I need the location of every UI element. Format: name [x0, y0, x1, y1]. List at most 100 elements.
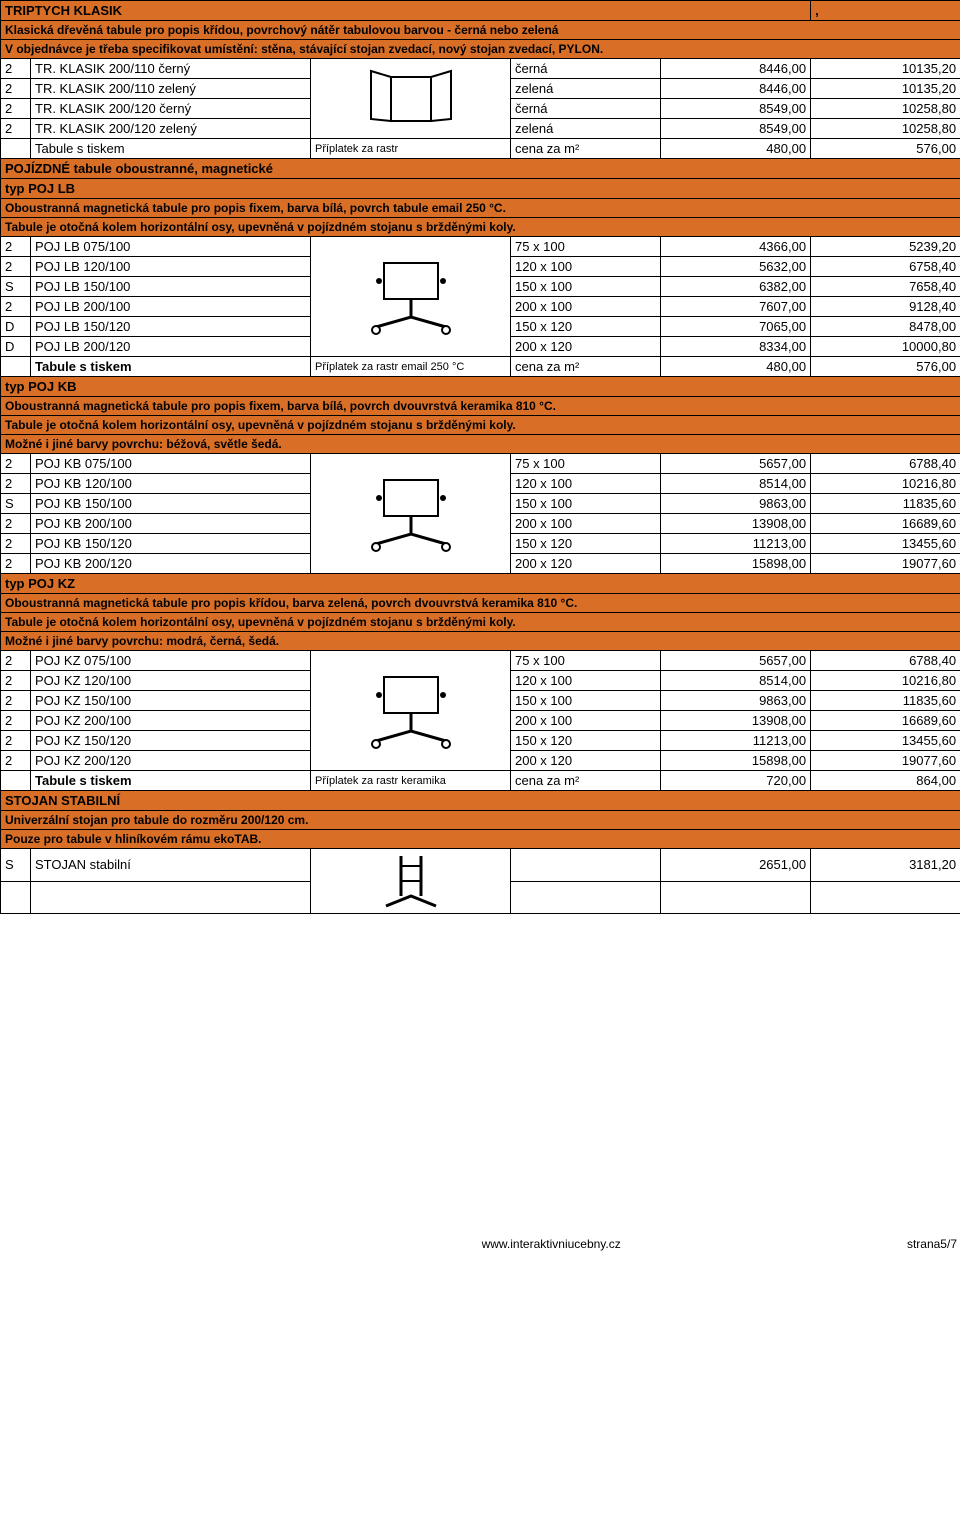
stand-icon — [376, 851, 446, 911]
price2-cell: 13455,60 — [811, 534, 960, 554]
sur-l3: cena za m² — [511, 771, 661, 791]
name-cell: TR. KLASIK 200/120 zelený — [31, 119, 311, 139]
footer-url: www.interaktivniucebny.cz — [318, 1236, 784, 1252]
price1-cell: 11213,00 — [661, 731, 811, 751]
name-cell: POJ KZ 075/100 — [31, 651, 311, 671]
price2-cell: 6788,40 — [811, 454, 960, 474]
code-cell: S — [1, 494, 31, 514]
code-cell: 2 — [1, 751, 31, 771]
name-cell: POJ KZ 200/120 — [31, 751, 311, 771]
dim-cell: 150 x 120 — [511, 534, 661, 554]
price1-cell: 8334,00 — [661, 337, 811, 357]
product-row: 2POJ LB 075/10075 x 1004366,005239,20 — [1, 237, 960, 257]
price1-cell: 2651,00 — [661, 849, 811, 882]
sec3-sub: typ POJ KB — [1, 377, 960, 397]
sur-p1: 480,00 — [661, 357, 811, 377]
sec2-d2: Tabule je otočná kolem horizontální osy,… — [1, 218, 960, 237]
code-cell: 2 — [1, 711, 31, 731]
code-cell: 2 — [1, 474, 31, 494]
triptych-icon — [356, 69, 466, 129]
dim-cell: 200 x 120 — [511, 751, 661, 771]
price1-cell: 7065,00 — [661, 317, 811, 337]
name-cell: POJ LB 200/120 — [31, 337, 311, 357]
price-document: TRIPTYCH KLASIK,Klasická dřevěná tabule … — [0, 0, 960, 914]
code-cell: 2 — [1, 454, 31, 474]
dim-cell — [511, 849, 661, 882]
price1-cell: 4366,00 — [661, 237, 811, 257]
sec1-icon-cell — [311, 59, 511, 139]
price2-cell: 8478,00 — [811, 317, 960, 337]
sur-l1: Tabule s tiskem — [31, 357, 311, 377]
code-cell: 2 — [1, 59, 31, 79]
dim-cell: 75 x 100 — [511, 454, 661, 474]
price1-cell: 8446,00 — [661, 59, 811, 79]
price1-cell: 8446,00 — [661, 79, 811, 99]
name-cell: POJ KB 200/100 — [31, 514, 311, 534]
sur-p2: 864,00 — [811, 771, 960, 791]
name-cell: POJ KZ 200/100 — [31, 711, 311, 731]
dim-cell: 75 x 100 — [511, 651, 661, 671]
sec3-d1: Oboustranná magnetická tabule pro popis … — [1, 397, 960, 416]
page-footer: www.interaktivniucebny.cz strana5/7 — [0, 1234, 960, 1254]
dim-cell: 120 x 100 — [511, 257, 661, 277]
surcharge-row: Tabule s tiskemPříplatek za rastr kerami… — [1, 771, 960, 791]
price1-cell: 5657,00 — [661, 454, 811, 474]
code-cell: 2 — [1, 119, 31, 139]
code-cell: D — [1, 337, 31, 357]
price1-cell: 8549,00 — [661, 119, 811, 139]
price2-cell: 6788,40 — [811, 651, 960, 671]
sec5-d2: Pouze pro tabule v hliníkovém rámu ekoTA… — [1, 830, 960, 849]
code-cell: 2 — [1, 257, 31, 277]
price1-cell: 13908,00 — [661, 711, 811, 731]
price2-cell: 13455,60 — [811, 731, 960, 751]
sec2-d1: Oboustranná magnetická tabule pro popis … — [1, 199, 960, 218]
sur-l1: Tabule s tiskem — [31, 771, 311, 791]
name-cell: TR. KLASIK 200/120 černý — [31, 99, 311, 119]
color-cell: černá — [511, 99, 661, 119]
code-cell: 2 — [1, 297, 31, 317]
dim-cell: 200 x 100 — [511, 514, 661, 534]
code-cell: S — [1, 849, 31, 882]
sur-l3: cena za m² — [511, 357, 661, 377]
name-cell: POJ LB 075/100 — [31, 237, 311, 257]
price1-cell: 8514,00 — [661, 671, 811, 691]
price2-cell: 10000,80 — [811, 337, 960, 357]
dim-cell: 120 x 100 — [511, 474, 661, 494]
dim-cell: 150 x 100 — [511, 691, 661, 711]
dim-cell: 150 x 100 — [511, 494, 661, 514]
price2-cell: 10216,80 — [811, 671, 960, 691]
price2-cell: 10135,20 — [811, 79, 960, 99]
dim-cell: 200 x 120 — [511, 554, 661, 574]
price2-cell: 19077,60 — [811, 554, 960, 574]
code-cell: 2 — [1, 99, 31, 119]
price2-cell: 10258,80 — [811, 99, 960, 119]
sur-l1: Tabule s tiskem — [31, 139, 311, 159]
code-cell: 2 — [1, 671, 31, 691]
price2-cell: 3181,20 — [811, 849, 960, 882]
name-cell: POJ KZ 150/120 — [31, 731, 311, 751]
name-cell: POJ LB 120/100 — [31, 257, 311, 277]
price2-cell: 11835,60 — [811, 691, 960, 711]
price1-cell: 15898,00 — [661, 554, 811, 574]
name-cell: TR. KLASIK 200/110 černý — [31, 59, 311, 79]
sur-l3: cena za m² — [511, 139, 661, 159]
price2-cell: 7658,40 — [811, 277, 960, 297]
code-cell: 2 — [1, 237, 31, 257]
dim-cell: 200 x 100 — [511, 711, 661, 731]
mobile-board-icon — [356, 671, 466, 751]
code-cell: 2 — [1, 79, 31, 99]
color-cell: zelená — [511, 79, 661, 99]
sec4-icon-cell — [311, 651, 511, 771]
name-cell: POJ KB 120/100 — [31, 474, 311, 494]
dim-cell: 120 x 100 — [511, 671, 661, 691]
price1-cell: 13908,00 — [661, 514, 811, 534]
sec3-icon-cell — [311, 454, 511, 574]
sec3-d3: Možné i jiné barvy povrchu: béžová, svět… — [1, 435, 960, 454]
price2-cell: 6758,40 — [811, 257, 960, 277]
price1-cell: 6382,00 — [661, 277, 811, 297]
price1-cell: 8514,00 — [661, 474, 811, 494]
name-cell: STOJAN stabilní — [31, 849, 311, 882]
sec5-d1: Univerzální stojan pro tabule do rozměru… — [1, 811, 960, 830]
code-cell: 2 — [1, 691, 31, 711]
sec1-desc2: V objednávce je třeba specifikovat umíst… — [1, 40, 960, 59]
